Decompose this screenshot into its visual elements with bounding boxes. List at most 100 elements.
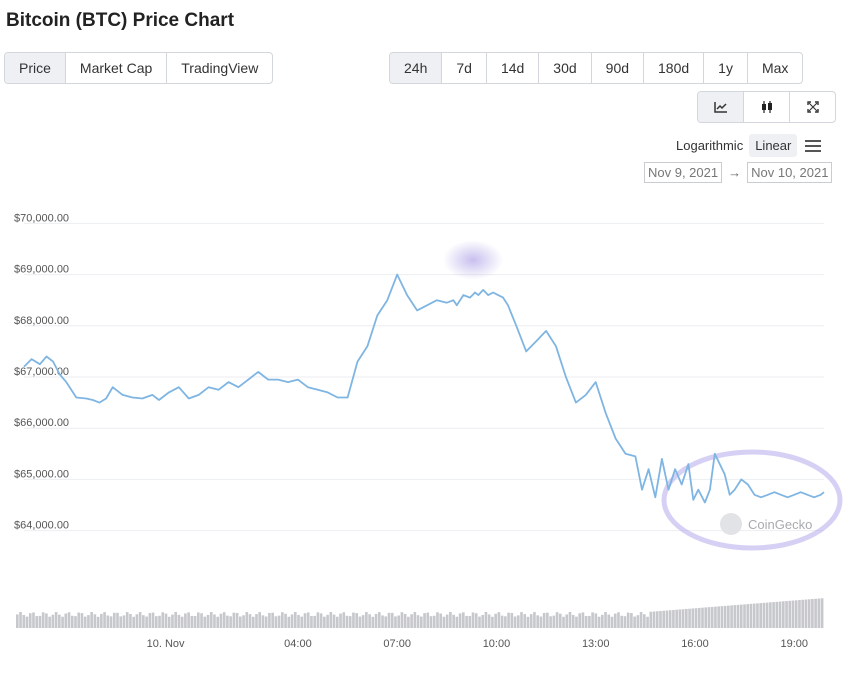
- volume-bar: [811, 599, 814, 628]
- volume-bar: [597, 616, 601, 628]
- volume-bar: [184, 613, 187, 628]
- time-range-group: 24h 7d 14d 30d 90d 180d 1y Max: [389, 52, 804, 84]
- volume-bar: [293, 612, 297, 628]
- price-chart[interactable]: $64,000.00 $65,000.00 $66,000.00 $67,000.00…: [0, 190, 843, 660]
- volume-bar: [345, 615, 349, 628]
- volume-bar: [817, 598, 821, 628]
- volume-bar: [704, 607, 708, 628]
- volume-bar: [358, 616, 362, 628]
- volume-bar: [258, 612, 262, 628]
- volume-bar: [649, 611, 653, 628]
- y-tick-label: $69,000.00: [14, 264, 69, 276]
- volume-bar: [542, 612, 546, 628]
- volume-bar: [374, 613, 378, 628]
- volume-bar: [281, 612, 284, 628]
- volume-bar: [552, 615, 556, 628]
- volume-bar: [688, 608, 691, 628]
- volume-bar: [70, 615, 74, 628]
- volume-bar: [478, 616, 481, 628]
- range-7d-button[interactable]: 7d: [442, 53, 487, 83]
- x-tick-label: 19:00: [780, 638, 808, 650]
- linear-option[interactable]: Linear: [749, 134, 798, 157]
- range-24h-button[interactable]: 24h: [390, 53, 443, 83]
- coingecko-watermark: CoinGecko: [720, 513, 812, 535]
- volume-bar: [229, 616, 232, 628]
- x-tick-label: 10:00: [483, 638, 511, 650]
- volume-bar: [268, 612, 271, 628]
- volume-bar: [368, 614, 371, 628]
- volume-bar: [801, 599, 805, 628]
- volume-bar: [484, 612, 488, 628]
- volume-bar: [613, 613, 617, 628]
- volume-bar: [142, 615, 145, 628]
- range-14d-button[interactable]: 14d: [487, 53, 540, 83]
- volume-bar: [714, 606, 717, 628]
- fullscreen-icon: [806, 101, 819, 113]
- volume-bar: [125, 612, 129, 628]
- volume-bar: [177, 614, 181, 628]
- tab-price[interactable]: Price: [5, 53, 66, 83]
- y-tick-label: $70,000.00: [14, 212, 69, 224]
- volume-bar: [730, 605, 733, 628]
- volume-bar: [562, 616, 565, 628]
- volume-bar: [765, 602, 769, 628]
- volume-bar: [54, 612, 58, 628]
- volume-bar: [591, 612, 594, 628]
- volume-bar: [736, 604, 740, 628]
- range-max-button[interactable]: Max: [761, 60, 789, 76]
- logarithmic-option[interactable]: Logarithmic: [676, 138, 744, 153]
- tab-market-cap[interactable]: Market Cap: [66, 53, 168, 83]
- volume-bar: [536, 615, 539, 628]
- candlestick-icon: [761, 101, 772, 113]
- volume-bar: [261, 615, 265, 628]
- volume-bar: [462, 612, 465, 628]
- volume-bar: [25, 616, 29, 628]
- range-30d-button[interactable]: 30d: [539, 53, 592, 83]
- range-90d-button[interactable]: 90d: [592, 53, 645, 83]
- volume-bar: [581, 612, 585, 628]
- view-tab-group: Price Market Cap TradingView: [4, 52, 274, 84]
- volume-bar: [707, 607, 711, 628]
- volume-bar: [387, 612, 391, 628]
- range-180d-button[interactable]: 180d: [644, 53, 705, 83]
- volume-bar: [248, 614, 252, 628]
- volume-bar: [271, 612, 274, 628]
- volume-bar: [284, 613, 287, 628]
- y-tick-label: $65,000.00: [14, 468, 69, 480]
- volume-bar: [112, 612, 116, 628]
- volume-bar: [449, 612, 452, 628]
- volume-bar: [119, 616, 123, 628]
- volume-bar: [235, 612, 239, 628]
- fullscreen-button[interactable]: [790, 92, 835, 122]
- volume-bar: [533, 612, 536, 628]
- volume-bar: [442, 616, 446, 628]
- line-chart-button[interactable]: [698, 92, 744, 122]
- volume-bar: [116, 612, 119, 628]
- volume-bar: [100, 613, 103, 628]
- volume-bar: [67, 612, 71, 628]
- volume-bar: [154, 616, 158, 628]
- tab-tradingview[interactable]: TradingView: [181, 60, 259, 76]
- volume-bar: [371, 616, 375, 628]
- line-chart-icon: [713, 102, 727, 113]
- volume-bar: [820, 598, 824, 628]
- hamburger-menu-icon[interactable]: [805, 139, 822, 152]
- volume-bar: [481, 614, 485, 628]
- date-to-input[interactable]: Nov 10, 2021: [747, 162, 833, 183]
- volume-bar: [222, 612, 226, 628]
- volume-bar: [277, 615, 281, 628]
- range-1y-button[interactable]: 1y: [704, 53, 748, 83]
- volume-bar: [555, 612, 559, 628]
- candlestick-button[interactable]: [744, 92, 790, 122]
- volume-bar: [365, 612, 368, 628]
- date-from-input[interactable]: Nov 9, 2021: [644, 162, 723, 183]
- volume-bar: [96, 616, 100, 628]
- volume-bar: [16, 614, 19, 628]
- date-range-picker: Nov 9, 2021 → Nov 10, 2021: [644, 162, 833, 183]
- volume-bar: [74, 616, 77, 628]
- volume-bar: [510, 612, 514, 628]
- volume-bar: [639, 612, 643, 628]
- volume-bar: [61, 616, 64, 628]
- volume-bar: [303, 613, 307, 628]
- volume-bar: [306, 612, 310, 628]
